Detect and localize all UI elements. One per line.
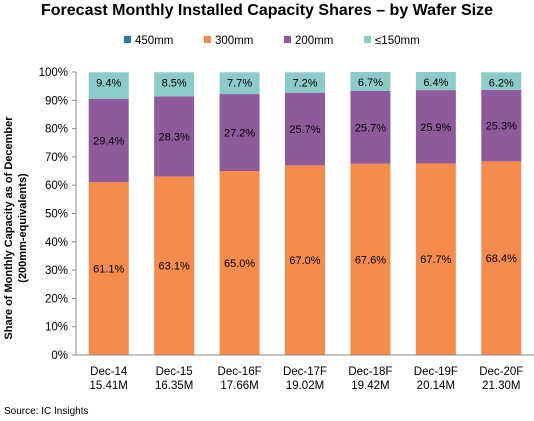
data-label: 28.3% — [159, 131, 190, 143]
bar-200mm-Dec-18F — [350, 90, 391, 164]
data-label: 7.7% — [227, 77, 252, 89]
data-label: 29.4% — [93, 135, 124, 147]
data-label: 65.0% — [224, 258, 255, 270]
bar-≤150mm-Dec-16F — [219, 72, 260, 95]
bar-300mm-Dec-20F — [481, 161, 522, 355]
bar-≤150mm-Dec-18F — [350, 72, 391, 91]
bar-≤150mm-Dec-14 — [88, 72, 129, 99]
source-note: Source: IC Insights — [4, 406, 88, 417]
bar-300mm-Dec-16F — [219, 171, 260, 355]
data-label: 6.2% — [489, 77, 514, 89]
bar-≤150mm-Dec-19F — [415, 72, 456, 91]
y-tick-label: 20% — [45, 293, 68, 305]
x-tick-label: Dec-20F — [479, 366, 523, 378]
data-label: 63.1% — [159, 261, 190, 273]
x-subcategory-label: 20.14M — [417, 380, 455, 392]
x-tick-label: Dec-18F — [348, 366, 392, 378]
y-tick-label: 70% — [45, 152, 68, 164]
y-axis-label-line1: Share of Monthly Capacity as of December — [3, 116, 15, 340]
data-label: 6.4% — [423, 77, 448, 89]
x-subcategory-label: 16.35M — [155, 380, 193, 392]
data-label: 7.2% — [292, 77, 317, 89]
bar-300mm-Dec-19F — [415, 163, 456, 355]
x-tick-label: Dec-14 — [90, 366, 128, 378]
y-tick-label: 10% — [45, 322, 68, 334]
legend-label-2: 200mm — [295, 35, 333, 47]
data-label: 25.9% — [420, 122, 451, 134]
data-label: 25.7% — [355, 122, 386, 134]
legend-swatch-0 — [124, 36, 131, 43]
y-tick-label: 40% — [45, 237, 68, 249]
y-tick-label: 30% — [45, 265, 68, 277]
x-tick-label: Dec-17F — [283, 366, 327, 378]
bar-300mm-Dec-15 — [154, 176, 195, 355]
y-tick-label: 100% — [39, 67, 68, 79]
x-subcategory-label: 17.66M — [220, 380, 258, 392]
data-label: 61.1% — [93, 264, 124, 276]
legend-swatch-2 — [284, 36, 291, 43]
bar-200mm-Dec-20F — [481, 89, 522, 162]
bar-200mm-Dec-14 — [88, 98, 129, 183]
bar-≤150mm-Dec-15 — [154, 72, 195, 97]
x-subcategory-label: 19.42M — [351, 380, 389, 392]
bar-≤150mm-Dec-17F — [285, 72, 325, 93]
bar-200mm-Dec-15 — [154, 96, 195, 177]
bar-200mm-Dec-19F — [415, 90, 456, 164]
bar-200mm-Dec-17F — [285, 92, 325, 166]
chart-title: Forecast Monthly Installed Capacity Shar… — [41, 2, 493, 19]
data-label: 68.4% — [486, 253, 517, 265]
bar-300mm-Dec-18F — [350, 163, 391, 355]
legend-label-0: 450mm — [135, 35, 173, 47]
y-tick-label: 90% — [45, 95, 68, 107]
y-tick-label: 80% — [45, 124, 68, 136]
data-label: 8.5% — [162, 77, 187, 89]
x-subcategory-label: 19.02M — [286, 380, 324, 392]
legend: 450mm 300mm 200mm ≤150mm — [124, 35, 420, 47]
x-subcategory-label: 21.30M — [482, 380, 520, 392]
bars: 61.1% 29.4% 9.4% 63.1% 28.3% 8.5% 65.0% 27.2% 7.… — [88, 72, 522, 356]
y-axis-label-line2: (200mm-equivalents) — [17, 173, 29, 283]
x-tick-label: Dec-19F — [414, 366, 458, 378]
data-label: 67.7% — [420, 254, 451, 266]
legend-label-3: ≤150mm — [375, 35, 420, 47]
data-label: 25.3% — [486, 121, 517, 133]
data-label: 67.0% — [289, 255, 320, 267]
y-tick-label: 60% — [45, 180, 68, 192]
x-subcategory-label: 15.41M — [90, 380, 128, 392]
data-label: 9.4% — [96, 77, 121, 89]
bar-200mm-Dec-16F — [219, 94, 260, 172]
legend-swatch-1 — [204, 36, 211, 43]
data-label: 6.7% — [358, 77, 383, 89]
x-tick-label: Dec-16F — [218, 366, 262, 378]
x-axis: Dec-14 15.41M Dec-15 16.35M Dec-16F 17.66M Dec… — [76, 354, 534, 392]
y-tick-label: 50% — [45, 209, 68, 221]
data-label: 67.6% — [355, 254, 386, 266]
data-label: 27.2% — [224, 128, 255, 140]
y-tick-label: 0% — [51, 350, 68, 362]
y-axis: 0% 10% 20% 30% 40% 50% 60% 70% 80% 90% 100% — [39, 67, 77, 362]
bar-300mm-Dec-17F — [285, 165, 325, 355]
bar-≤150mm-Dec-20F — [481, 72, 522, 90]
x-tick-label: Dec-15 — [156, 366, 193, 378]
data-label: 25.7% — [289, 124, 320, 136]
bar-300mm-Dec-14 — [88, 182, 129, 355]
legend-swatch-3 — [364, 36, 371, 43]
legend-label-1: 300mm — [215, 35, 253, 47]
